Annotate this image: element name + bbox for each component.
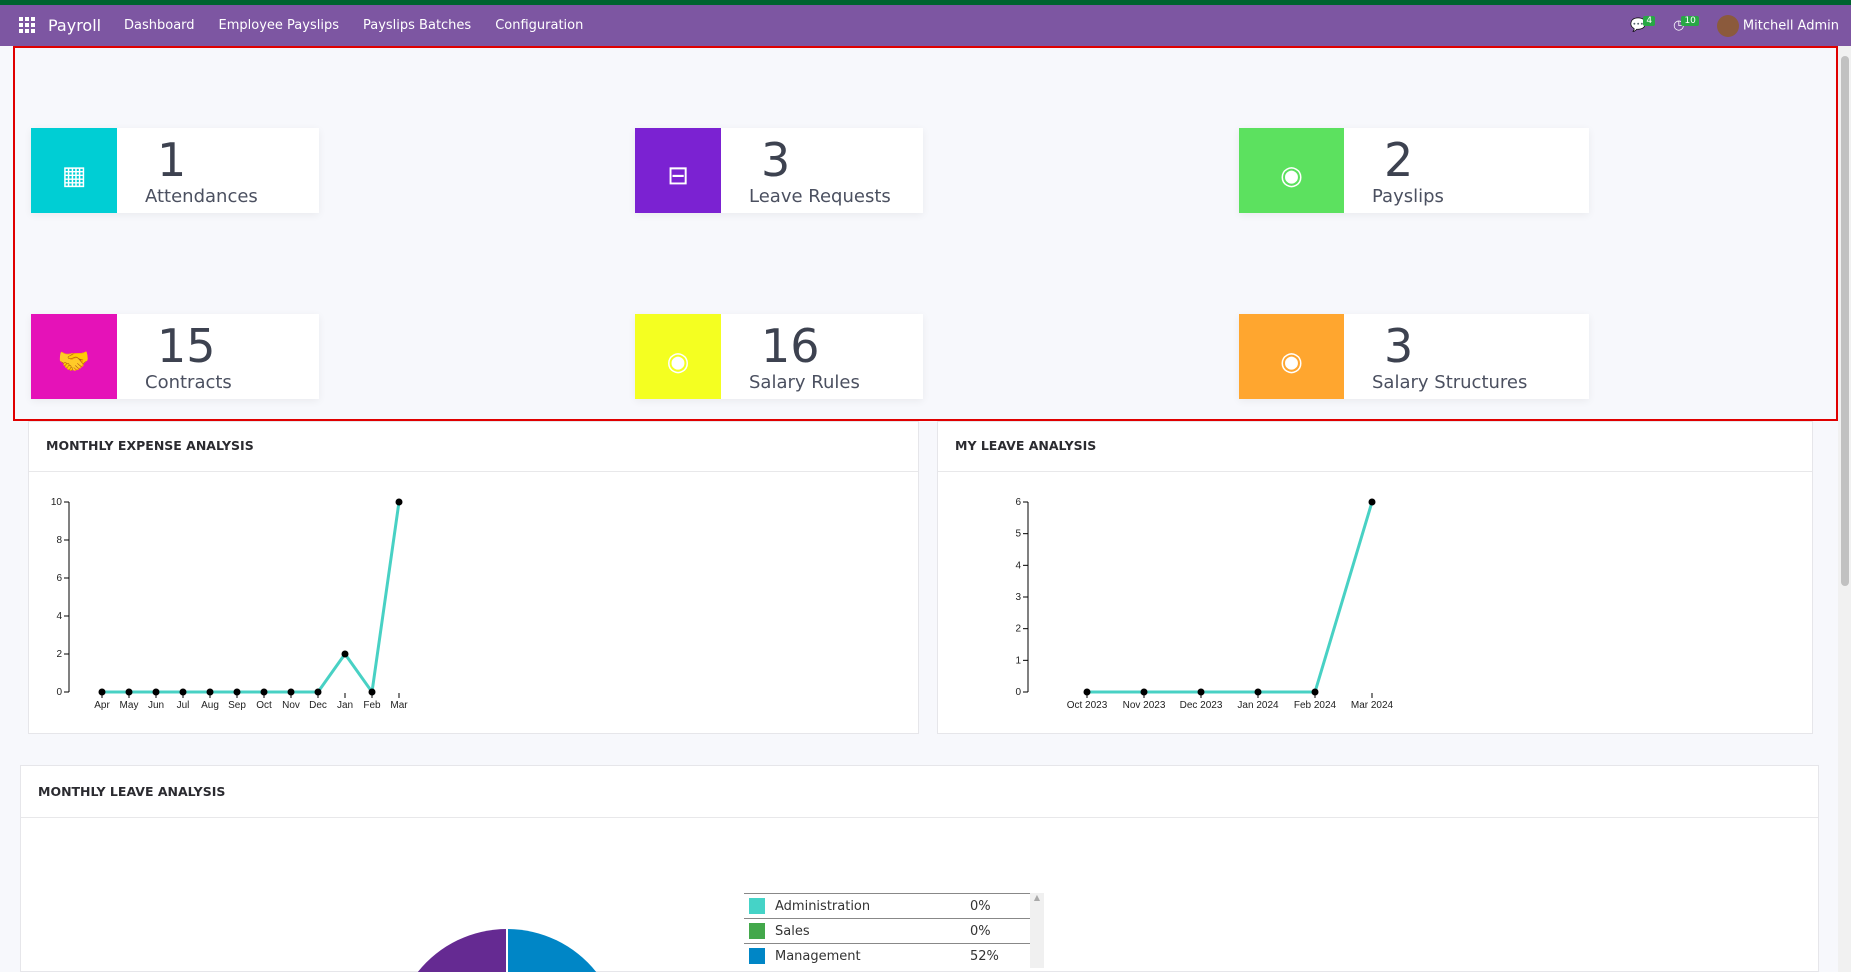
panel-title: MONTHLY EXPENSE ANALYSIS (29, 422, 918, 472)
legend-scrollbar[interactable]: ▲ (1030, 893, 1044, 968)
menu-payslips-batches[interactable]: Payslips Batches (362, 18, 472, 33)
legend-item[interactable]: Management 52% (744, 943, 1030, 968)
legend-pct: 0% (970, 898, 991, 914)
handshake-icon: 🤝 (31, 314, 117, 399)
money-icon: ◉ (1239, 128, 1344, 213)
legend-swatch (749, 898, 765, 914)
legend-item[interactable]: Sales 0% (744, 918, 1030, 943)
scrollbar-thumb[interactable] (1841, 56, 1849, 586)
stat-card-payslips[interactable]: ◉ 2 Payslips (1239, 128, 1589, 213)
menu-employee-payslips[interactable]: Employee Payslips (218, 18, 339, 33)
activities-button[interactable]: ◷10 (1673, 16, 1699, 33)
messages-badge: 4 (1643, 16, 1656, 26)
chat-icon: 💬 (1630, 18, 1647, 33)
stat-label: Salary Rules (749, 372, 860, 393)
my-leave-panel: MY LEAVE ANALYSIS (937, 421, 1813, 734)
legend-name: Sales (775, 923, 810, 939)
panel-title: MY LEAVE ANALYSIS (938, 422, 1812, 472)
money-icon: ◉ (635, 314, 721, 399)
stat-label: Contracts (145, 372, 232, 393)
stat-card-leave-requests[interactable]: ⊟ 3 Leave Requests (635, 128, 923, 213)
stat-card-attendances[interactable]: ▦ 1 Attendances (31, 128, 319, 213)
stat-label: Attendances (145, 186, 258, 207)
stat-card-contracts[interactable]: 🤝 15 Contracts (31, 314, 319, 399)
legend-item[interactable]: Administration 0% (744, 893, 1030, 918)
stat-value: 2 (1384, 133, 1414, 187)
legend-pct: 52% (970, 948, 999, 964)
stat-label: Salary Structures (1372, 372, 1528, 393)
calendar-icon: ▦ (31, 128, 117, 213)
page-scrollbar[interactable] (1838, 46, 1851, 972)
legend-pct: 0% (970, 923, 991, 939)
calendar-minus-icon: ⊟ (635, 128, 721, 213)
monthly-leave-panel: MONTHLY LEAVE ANALYSIS (20, 765, 1819, 972)
top-navbar: Payroll Dashboard Employee Payslips Pays… (0, 5, 1851, 46)
avatar (1716, 14, 1739, 37)
stat-value: 16 (761, 319, 820, 373)
messages-button[interactable]: 💬4 (1630, 16, 1656, 33)
stat-label: Payslips (1372, 186, 1444, 207)
stat-card-salary-rules[interactable]: ◉ 16 Salary Rules (635, 314, 923, 399)
user-menu[interactable]: Mitchell Admin (1716, 14, 1839, 37)
menu-configuration[interactable]: Configuration (495, 18, 584, 33)
clock-icon: ◷ (1673, 18, 1685, 33)
stat-value: 3 (761, 133, 791, 187)
legend-name: Administration (775, 898, 871, 914)
panel-title: MONTHLY LEAVE ANALYSIS (21, 766, 1818, 818)
menu-dashboard[interactable]: Dashboard (124, 18, 195, 33)
stat-label: Leave Requests (749, 186, 891, 207)
stat-value: 3 (1384, 319, 1414, 373)
stat-card-salary-structures[interactable]: ◉ 3 Salary Structures (1239, 314, 1589, 399)
browser-top-strip (0, 0, 1851, 5)
stat-value: 1 (157, 133, 187, 187)
app-title[interactable]: Payroll (48, 16, 102, 35)
apps-menu-icon[interactable] (19, 17, 35, 33)
user-name: Mitchell Admin (1742, 18, 1839, 33)
legend-swatch (749, 948, 765, 964)
money-icon: ◉ (1239, 314, 1344, 399)
activities-badge: 10 (1681, 16, 1699, 26)
monthly-expense-panel: MONTHLY EXPENSE ANALYSIS (28, 421, 919, 734)
legend-name: Management (775, 948, 861, 964)
legend-swatch (749, 923, 765, 939)
stat-value: 15 (157, 319, 216, 373)
pie-legend: Administration 0% Sales 0% Management 52% (744, 893, 1030, 968)
